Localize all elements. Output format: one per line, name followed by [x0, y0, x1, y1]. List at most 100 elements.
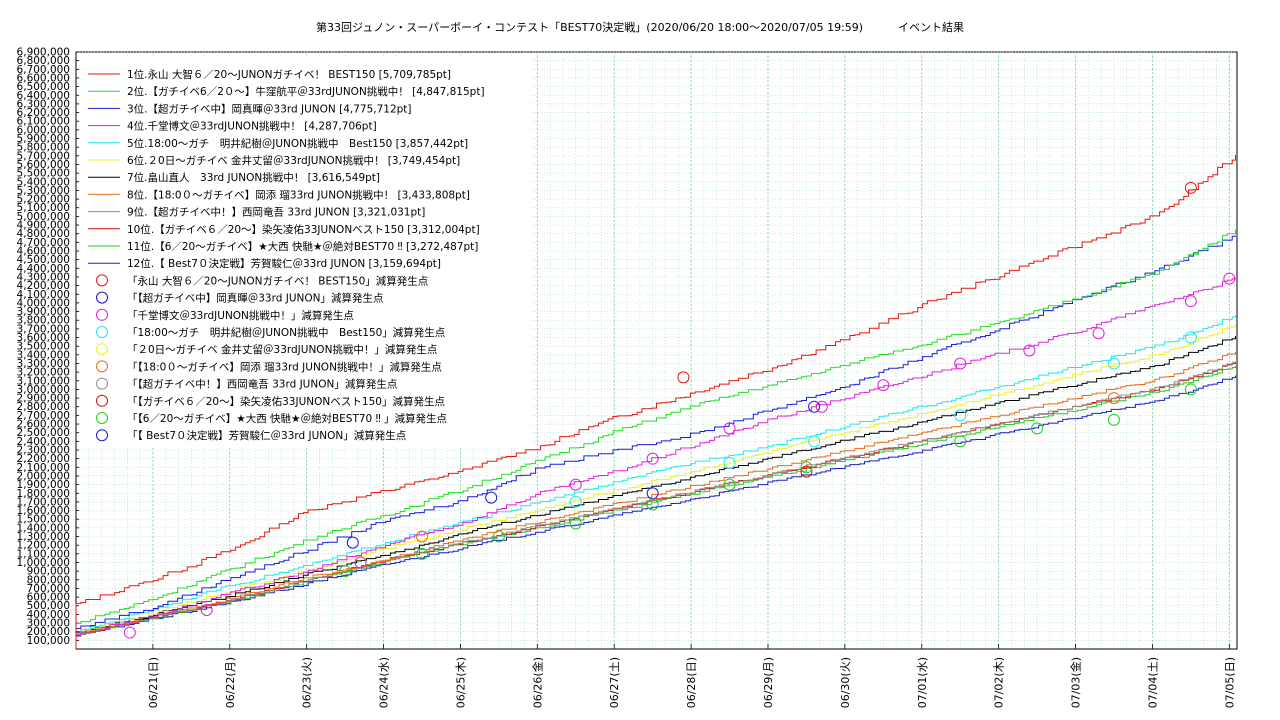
series-line [75, 229, 1236, 649]
y-tick-label: 800,000 [27, 574, 70, 586]
legend-label: 「２0日〜ガチイベ 金井丈留＠33rdJUNON挑戦中！」減算発生点 [127, 343, 437, 356]
y-tick-label: 4,900,000 [17, 220, 70, 232]
decrement-marker [569, 495, 582, 508]
y-tick-label: 6,100,000 [17, 116, 70, 128]
y-tick-label: 5,300,000 [17, 185, 70, 197]
x-tick-label: 06/29(月) [762, 657, 775, 708]
decrement-marker [354, 556, 367, 569]
y-tick-label: 1,600,000 [17, 505, 70, 517]
decrement-marker [1107, 392, 1120, 405]
series-line [75, 155, 1236, 649]
x-tick-label: 06/30(火) [839, 657, 852, 708]
x-tick-label: 07/01(水) [916, 657, 929, 708]
decrement-marker [954, 357, 967, 370]
y-tick-label: 3,200,000 [17, 367, 70, 379]
legend-label: 10位.【ガチイベ６／20〜】染矢凌佑33JUNONベスト150 [3,312,… [127, 223, 480, 236]
y-tick-label: 4,500,000 [17, 254, 70, 266]
series-line [75, 324, 1236, 649]
legend-label: 9位.【超ガチイベ中！】西岡竜吾 33rd JUNON [3,321,031pt… [127, 206, 425, 219]
legend-label: 「永山 大智６／20〜JUNONガチイベ！ BEST150」減算発生点 [127, 274, 428, 287]
markers [123, 181, 1236, 639]
legend-marker [96, 291, 108, 304]
legend-label: 「【6／20〜ガチイベ】★大西 快馳★＠絶対BEST70 ‼ 」減算発生点 [127, 412, 447, 425]
legend-marker [96, 429, 108, 442]
decrement-marker [1031, 422, 1044, 435]
y-tick-label: 1,700,000 [17, 496, 70, 508]
y-tick-label: 300,000 [27, 618, 70, 630]
decrement-marker [339, 565, 352, 578]
x-tick-label: 07/03(金) [1069, 657, 1083, 708]
y-tick-label: 4,800,000 [17, 228, 70, 240]
y-tick-label: 5,100,000 [17, 202, 70, 214]
y-tick-label: 1,500,000 [17, 514, 70, 526]
legend-label: 3位.【超ガチイベ中】岡真暉＠33rd JUNON [4,775,712pt] [127, 102, 412, 115]
y-tick-label: 6,300,000 [17, 98, 70, 110]
legend-marker [96, 343, 108, 356]
y-tick-label: 4,100,000 [17, 289, 70, 301]
y-tick-label: 4,700,000 [17, 237, 70, 249]
y-axis: 100,000200,000300,000400,000500,000600,0… [17, 47, 79, 647]
decrement-marker [723, 422, 736, 435]
series-line [75, 361, 1236, 649]
y-tick-label: 3,600,000 [17, 332, 70, 344]
x-tick-label: 06/21(日) [147, 657, 160, 708]
legend-marker [96, 412, 108, 424]
x-tick-label: 06/24(水) [378, 657, 391, 708]
decrement-marker [808, 435, 821, 448]
decrement-marker [877, 379, 890, 392]
legend-label: 1位.永山 大智６／20〜JUNONガチイベ！ BEST150 [5,709,7… [127, 68, 451, 81]
y-tick-label: 6,800,000 [17, 55, 70, 67]
y-tick-label: 2,000,000 [17, 470, 70, 482]
y-tick-label: 200,000 [27, 626, 70, 638]
y-tick-label: 3,000,000 [17, 384, 70, 396]
series-line [75, 351, 1236, 649]
decrement-marker [492, 530, 505, 543]
legend-label: 「【超ガチイベ中！】西岡竜吾 33rd JUNON」減算発生点 [127, 378, 397, 391]
y-tick-label: 5,800,000 [17, 142, 70, 154]
x-tick-label: 07/02(木) [993, 657, 1006, 708]
x-tick-label: 06/25(木) [454, 657, 467, 708]
legend-marker [96, 377, 108, 390]
legend-label: 「18:00〜ガチ 明井紀樹＠JUNON挑戦中 Best150」減算発生点 [127, 326, 445, 339]
legend-label: 5位.18:00〜ガチ 明井紀樹＠JUNON挑戦中 Best150 [3,857… [127, 137, 468, 150]
decrement-marker [1223, 272, 1236, 285]
decrement-marker [200, 604, 213, 617]
legend-label: 7位.畠山直人 33rd JUNON挑戦中！ [3,616,549pt] [127, 171, 380, 184]
decrement-marker [1092, 327, 1105, 340]
y-tick-label: 600,000 [27, 592, 70, 604]
y-tick-label: 6,500,000 [17, 81, 70, 93]
decrement-marker [1023, 344, 1036, 357]
decrement-marker [808, 400, 821, 413]
y-tick-label: 5,400,000 [17, 176, 70, 188]
series-line [75, 235, 1236, 649]
y-tick-label: 3,400,000 [17, 349, 70, 361]
decrement-marker [1184, 331, 1197, 344]
decrement-marker [954, 435, 967, 448]
y-tick-label: 1,800,000 [17, 488, 70, 500]
y-tick-label: 2,900,000 [17, 393, 70, 405]
y-tick-label: 6,000,000 [17, 124, 70, 136]
legend: 1位.永山 大智６／20〜JUNONガチイベ！ BEST150 [5,709,7… [80, 56, 532, 446]
x-tick-label: 06/27(土) [608, 657, 621, 708]
legend-marker [96, 360, 108, 373]
decrement-marker [954, 409, 967, 422]
y-tick-label: 5,200,000 [17, 194, 70, 206]
y-tick-label: 6,400,000 [17, 90, 70, 102]
decrement-marker [415, 547, 428, 560]
y-tick-label: 3,800,000 [17, 315, 70, 327]
decrement-marker [1107, 413, 1120, 426]
decrement-marker [800, 465, 813, 478]
legend-label: 8位.【18:0０〜ガチイベ】岡添 瑠33rd JUNON挑戦中！ [3,433… [127, 188, 470, 201]
x-tick-label: 06/26(金) [530, 657, 544, 708]
y-tick-label: 2,500,000 [17, 427, 70, 439]
decrement-marker [815, 400, 828, 413]
decrement-marker [415, 530, 428, 543]
y-tick-label: 400,000 [27, 609, 70, 621]
decrement-marker [646, 452, 659, 465]
legend-marker [96, 394, 108, 407]
y-tick-label: 5,500,000 [17, 168, 70, 180]
chart-title: 第33回ジュノン・スーパーボーイ・コンテスト「BEST70決定戦」(2020/0… [315, 21, 965, 34]
y-tick-label: 3,300,000 [17, 358, 70, 370]
legend-label: 「【18:0０〜ガチイベ】岡添 瑠33rd JUNON挑戦中！」減算発生点 [127, 360, 442, 373]
legend-marker [96, 308, 108, 321]
